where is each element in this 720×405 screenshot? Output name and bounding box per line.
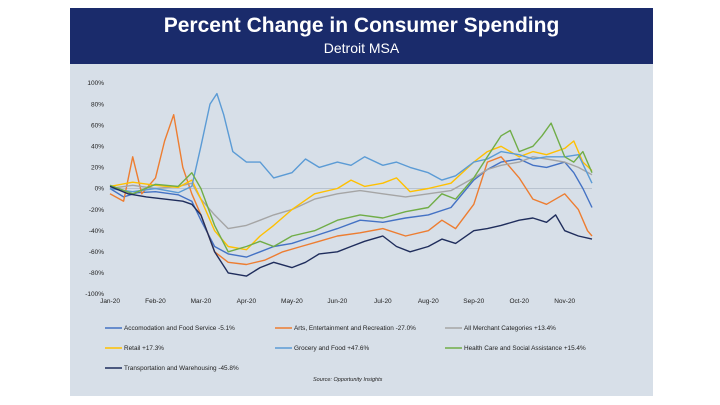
x-tick-label: Jun-20 xyxy=(327,298,347,305)
source-note: Source: Opportunity Insights xyxy=(313,377,383,383)
y-tick-label: 100% xyxy=(87,80,104,87)
x-tick-label: Apr-20 xyxy=(237,298,257,305)
y-tick-label: -20% xyxy=(89,207,104,214)
chart-title: Percent Change in Consumer Spending xyxy=(163,14,560,37)
legend: Accomodation and Food Service -5.1% Arts,… xyxy=(105,325,586,372)
legend-label: Arts, Entertainment and Recreation -27.0… xyxy=(294,325,416,332)
x-tick-label: Feb-20 xyxy=(145,298,166,305)
y-tick-label: 40% xyxy=(91,144,104,151)
y-tick-label: 60% xyxy=(91,122,104,129)
series-line xyxy=(109,140,593,251)
series-line xyxy=(109,114,593,266)
x-axis-labels: Jan-20 Feb-20 Mar-20 Apr-20 May-20 Jun-20 Jul-… xyxy=(100,298,576,305)
chart-panel: -100% -80% -60% -40% -20% 0% 20% 40% 60% 80% 100% … xyxy=(70,64,653,396)
y-axis-labels: -100% -80% -60% -40% -20% 0% 20% 40% 60% 80% 100% xyxy=(85,80,104,298)
y-tick-label: -60% xyxy=(89,249,104,256)
legend-label: All Merchant Categories +13.4% xyxy=(464,325,556,332)
y-tick-label: 20% xyxy=(91,165,104,172)
x-tick-label: Mar-20 xyxy=(191,298,212,305)
y-tick-label: -40% xyxy=(89,228,104,235)
series-lines xyxy=(109,92,593,277)
x-tick-label: Sep-20 xyxy=(463,298,484,305)
y-tick-label: 80% xyxy=(91,101,104,108)
series-line xyxy=(109,122,593,253)
x-tick-label: Jul-20 xyxy=(374,298,392,305)
chart-header: Percent Change in Consumer Spending Detr… xyxy=(70,8,653,64)
y-tick-label: -100% xyxy=(85,291,104,298)
x-tick-label: Nov-20 xyxy=(554,298,575,305)
legend-label: Retail +17.3% xyxy=(124,345,164,352)
series-line xyxy=(109,92,593,194)
chart-subtitle: Detroit MSA xyxy=(323,40,400,56)
series-line xyxy=(109,185,593,277)
series-line xyxy=(109,158,593,258)
legend-label: Health Care and Social Assistance +15.4% xyxy=(464,345,586,352)
legend-label: Grocery and Food +47.6% xyxy=(294,345,369,352)
x-tick-label: May-20 xyxy=(281,298,303,305)
y-tick-label: -80% xyxy=(89,270,104,277)
x-tick-label: Oct-20 xyxy=(509,298,529,305)
legend-label: Accomodation and Food Service -5.1% xyxy=(124,325,235,332)
legend-label: Transportation and Warehousing -45.8% xyxy=(124,365,239,372)
x-tick-label: Jan-20 xyxy=(100,298,120,305)
x-tick-label: Aug-20 xyxy=(418,298,439,305)
line-chart: -100%-80%-60%-40%-20%0%20%40%60%80%100% … xyxy=(85,80,593,383)
y-tick-label: 0% xyxy=(95,186,105,193)
